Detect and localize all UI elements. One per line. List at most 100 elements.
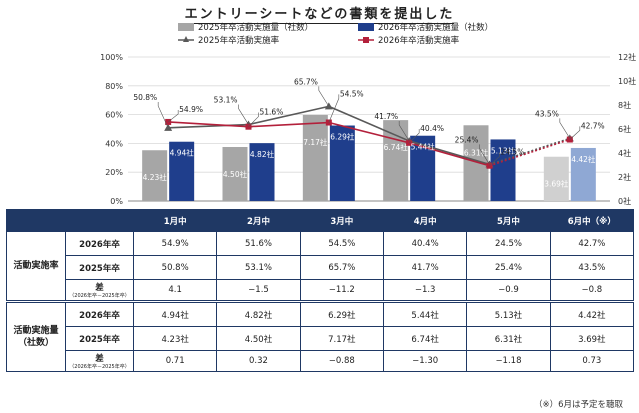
bar-2025 bbox=[222, 147, 248, 201]
row-label: 2026年卒 bbox=[65, 231, 134, 256]
y-axis-right: 0社 2社 4社 6社 8社 10社 12社 bbox=[618, 52, 636, 206]
legend-label: 2025年卒活動実施量（社数） bbox=[198, 22, 313, 33]
table-corner bbox=[6, 209, 134, 232]
line-segment bbox=[168, 121, 249, 128]
table-cell: 4.94社 bbox=[132, 300, 218, 327]
legend: 2025年卒活動実施量（社数） 2026年卒活動実施量（社数） 2025年卒活動実施… bbox=[178, 22, 493, 46]
row-label: 2026年卒 bbox=[65, 300, 134, 327]
table-cell: −1.5 bbox=[216, 279, 301, 302]
bar-2026-value-label: 6.29社 bbox=[330, 132, 355, 142]
y-right-tick-label: 4社 bbox=[618, 148, 631, 158]
table-cell: 65.7% bbox=[299, 255, 384, 280]
y-left-tick-label: 20% bbox=[105, 168, 123, 177]
bar-2025-value-label: 4.50社 bbox=[223, 169, 248, 179]
line-segment bbox=[168, 123, 249, 129]
col-header: 3月中 bbox=[299, 209, 384, 232]
rate-2026-label: 24.5% bbox=[501, 147, 525, 156]
table-cell: 54.5% bbox=[299, 231, 384, 256]
table-cell: 51.6% bbox=[216, 231, 301, 256]
table-cell: 54.9% bbox=[132, 231, 218, 256]
table-cell: 0.71 bbox=[132, 350, 218, 372]
legend-label: 2026年卒活動実施量（社数） bbox=[378, 22, 493, 33]
table-cell: 3.69社 bbox=[549, 326, 635, 351]
table-cell: 4.23社 bbox=[132, 326, 218, 351]
y-right-tick-label: 8社 bbox=[618, 100, 631, 110]
table-cell: 53.1% bbox=[216, 255, 301, 280]
group-label-volume: 活動実施量 （社数） bbox=[6, 300, 66, 372]
table-cell: 5.44社 bbox=[382, 300, 468, 327]
bar-2025 bbox=[142, 150, 168, 201]
leader-line bbox=[479, 144, 490, 165]
y-right-tick-label: 2社 bbox=[618, 172, 631, 182]
y-left-tick-label: 100% bbox=[100, 53, 123, 62]
bar-2026-value-label: 4.82社 bbox=[250, 149, 275, 159]
row-label: 2025年卒 bbox=[65, 326, 134, 351]
table-cell: 50.8% bbox=[132, 255, 218, 280]
rate-2025-label: 65.7% bbox=[294, 77, 318, 86]
bar-2025 bbox=[383, 120, 409, 201]
line-segment bbox=[248, 121, 329, 128]
table-row: 活動実施率 2026年卒 54.9% 51.6% 54.5% 40.4% 24.… bbox=[6, 231, 635, 302]
col-header: 2月中 bbox=[216, 209, 301, 232]
bar-2026 bbox=[249, 143, 275, 201]
bars bbox=[142, 114, 596, 201]
legend-marker-2025 bbox=[183, 36, 189, 42]
table-cell: 0.73 bbox=[549, 350, 635, 372]
y-left-tick-label: 60% bbox=[105, 111, 123, 120]
rate-2025-label: 50.8% bbox=[133, 93, 157, 102]
table-cell: −1.18 bbox=[466, 350, 551, 372]
col-header: 4月中 bbox=[382, 209, 468, 232]
legend-label: 2025年卒活動実施率 bbox=[198, 35, 280, 46]
table-cell: −1.3 bbox=[382, 279, 468, 302]
rate-2025-label: 43.5% bbox=[535, 109, 559, 118]
table-cell: −0.8 bbox=[549, 279, 635, 302]
line-segment bbox=[328, 121, 410, 144]
bar-2026-value-label: 5.44社 bbox=[411, 142, 436, 152]
table-cell: 25.4% bbox=[466, 255, 551, 280]
y-right-tick-label: 6社 bbox=[618, 124, 631, 134]
bar-2025-value-label: 3.69社 bbox=[544, 179, 569, 189]
table-cell: 42.7% bbox=[549, 231, 635, 256]
table-cell: 43.5% bbox=[549, 255, 635, 280]
bar-2025-value-label: 6.31社 bbox=[464, 147, 489, 157]
table-cell: 24.5% bbox=[466, 231, 551, 256]
rate-2026-label: 42.7% bbox=[581, 121, 605, 130]
table-cell: −0.9 bbox=[466, 279, 551, 302]
bar-2026-value-label: 4.42社 bbox=[571, 154, 596, 164]
leader-line bbox=[318, 86, 330, 107]
table-cell: 4.1 bbox=[132, 279, 218, 302]
leader-line bbox=[248, 112, 259, 127]
y-right-tick-label: 0社 bbox=[618, 196, 631, 206]
rate-2026-label: 54.9% bbox=[179, 105, 203, 114]
rate-2026-label: 51.6% bbox=[260, 108, 284, 117]
legend-swatch-2026-bar bbox=[358, 23, 374, 31]
y-left-tick-label: 0% bbox=[110, 197, 123, 206]
leader-line bbox=[489, 152, 500, 166]
bar-2026-value-label: 4.94社 bbox=[170, 148, 195, 158]
table-cell: 7.17社 bbox=[299, 326, 384, 351]
table-cell: 4.82社 bbox=[216, 300, 301, 327]
data-table: 1月中 2月中 3月中 4月中 5月中 6月中（※） 活動実施率 2026年卒 … bbox=[6, 209, 635, 372]
line-segment bbox=[328, 105, 410, 142]
row-sublabel: （2026年卒－2025年卒） bbox=[69, 364, 130, 370]
leader-line bbox=[167, 109, 179, 123]
table-cell: 6.74社 bbox=[382, 326, 468, 351]
table-cell: 6.31社 bbox=[466, 326, 551, 351]
bar-2026 bbox=[169, 141, 195, 201]
table-header-row: 1月中 2月中 3月中 4月中 5月中 6月中（※） bbox=[6, 209, 635, 232]
y-right-tick-label: 12社 bbox=[618, 52, 636, 62]
legend-marker-2026 bbox=[363, 37, 369, 43]
table-cell: −1.30 bbox=[382, 350, 468, 372]
rate-2025-label: 53.1% bbox=[214, 96, 238, 105]
bar-2025-value-label: 7.17社 bbox=[303, 137, 328, 147]
bar-2026 bbox=[570, 147, 596, 201]
table-cell: 0.32 bbox=[216, 350, 301, 372]
table-cell: 4.42社 bbox=[549, 300, 635, 327]
row-label: 2025年卒 bbox=[65, 255, 134, 280]
leader-line bbox=[408, 128, 420, 144]
y-axis-left: 0% 20% 40% 60% 80% 100% bbox=[100, 53, 123, 206]
table-cell: 4.50社 bbox=[216, 326, 301, 351]
line-segment bbox=[408, 140, 490, 166]
leader-line bbox=[238, 104, 249, 125]
table-cell: 40.4% bbox=[382, 231, 468, 256]
